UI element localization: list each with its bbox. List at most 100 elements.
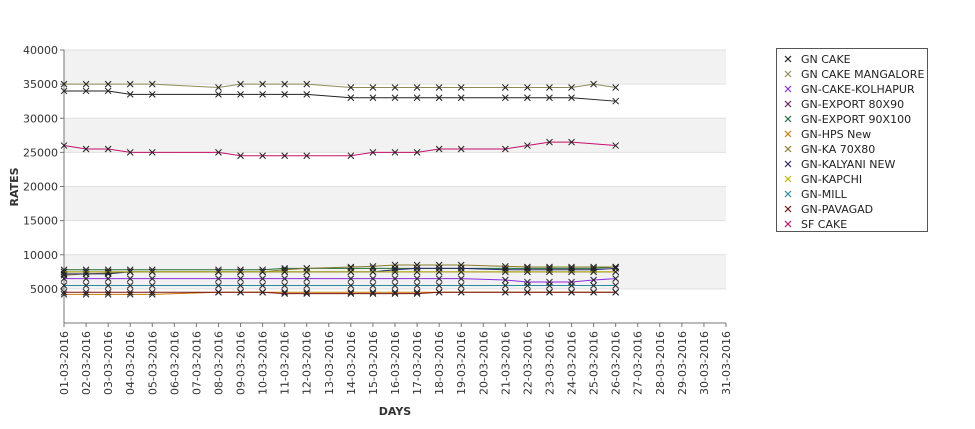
- legend-item: GN CAKE MANGALORE: [777, 67, 927, 82]
- data-point: [457, 84, 465, 91]
- y-tick-label: 20000: [23, 181, 58, 194]
- legend-marker-icon: [784, 160, 792, 168]
- data-point: [524, 263, 531, 271]
- x-axis-label: DAYS: [379, 405, 412, 418]
- data-point: [215, 91, 222, 98]
- data-point: [347, 288, 355, 296]
- data-point: [347, 152, 355, 160]
- data-point: [391, 94, 399, 102]
- data-point: [413, 290, 421, 298]
- data-point: [457, 145, 465, 153]
- y-tick-label: 25000: [23, 146, 58, 159]
- x-tick-label: 05-03-2016: [146, 331, 159, 395]
- data-point: [435, 288, 443, 296]
- data-point: [237, 275, 244, 282]
- data-point: [568, 94, 575, 102]
- legend-item: GN-PAVAGAD: [777, 202, 927, 217]
- data-point: [237, 152, 244, 160]
- data-point: [303, 268, 311, 276]
- x-tick-label: 29-03-2016: [676, 331, 689, 395]
- data-point: [391, 261, 399, 269]
- x-tick-label: 12-03-2016: [301, 331, 314, 395]
- legend-item: GN-KA 70X80: [777, 142, 927, 157]
- data-point: [524, 94, 531, 102]
- data-point: [237, 288, 244, 296]
- series: [60, 282, 620, 289]
- x-tick-label: 01-03-2016: [58, 331, 71, 395]
- x-tick-label: 20-03-2016: [477, 331, 490, 395]
- legend-label: GN CAKE: [801, 53, 851, 66]
- y-tick-label: 40000: [23, 44, 58, 57]
- x-tick-label: 16-03-2016: [389, 331, 402, 395]
- data-point: [259, 91, 266, 98]
- data-point: [524, 282, 531, 289]
- legend-marker-icon: [784, 70, 792, 78]
- data-point: [215, 288, 222, 296]
- data-point: [391, 288, 399, 296]
- data-point: [391, 149, 399, 156]
- x-tick-label: 18-03-2016: [433, 331, 446, 395]
- data-point: [148, 288, 156, 296]
- data-point: [82, 288, 90, 296]
- plot-background: [64, 50, 726, 323]
- data-point: [215, 84, 222, 91]
- data-point: [590, 282, 597, 289]
- y-axis-ticks: 5000 10000 15000 20000 25000 30000 35000 40000: [23, 44, 64, 296]
- data-point: [60, 282, 68, 289]
- data-point: [369, 84, 377, 91]
- series: [60, 275, 620, 286]
- x-axis-ticks: 01-03-2016 02-03-2016 03-03-2016 04-03-2016…: [58, 323, 733, 395]
- data-point: [413, 275, 421, 282]
- y-tick-label: 15000: [23, 215, 58, 228]
- data-point: [413, 282, 421, 289]
- data-point: [82, 282, 90, 289]
- data-point: [60, 268, 68, 276]
- data-point: [501, 276, 509, 284]
- data-point: [457, 275, 465, 282]
- data-point: [104, 145, 112, 153]
- legend-label: GN-CAKE-KOLHAPUR: [801, 83, 915, 96]
- data-point: [391, 84, 399, 91]
- legend-marker-icon: [784, 55, 792, 63]
- legend-item: GN-KAPCHI: [777, 172, 927, 187]
- x-tick-label: 22-03-2016: [521, 331, 534, 395]
- x-tick-label: 24-03-2016: [566, 331, 579, 395]
- data-point: [457, 268, 465, 276]
- data-point: [126, 268, 134, 276]
- data-point: [281, 288, 289, 296]
- y-tick-label: 30000: [23, 112, 58, 125]
- data-point: [501, 94, 509, 102]
- series: [60, 87, 620, 105]
- data-point: [104, 80, 112, 88]
- data-point: [590, 288, 597, 296]
- legend-marker-icon: [784, 190, 792, 198]
- x-tick-label: 13-03-2016: [323, 331, 336, 395]
- x-tick-label: 03-03-2016: [102, 331, 115, 395]
- data-point: [303, 152, 311, 160]
- data-point: [369, 268, 377, 276]
- data-point: [281, 290, 289, 298]
- legend-label: GN-HPS New: [801, 128, 872, 141]
- data-point: [303, 275, 311, 282]
- data-point: [237, 268, 244, 276]
- series-line: [64, 83, 616, 89]
- y-tick-label: 35000: [23, 78, 58, 91]
- data-point: [457, 288, 465, 296]
- data-point: [435, 84, 443, 91]
- data-point: [369, 282, 377, 289]
- data-point: [104, 282, 112, 289]
- series-line: [64, 278, 616, 283]
- data-point: [215, 268, 222, 276]
- data-point: [303, 290, 311, 298]
- data-point: [568, 268, 575, 276]
- x-tick-label: 21-03-2016: [499, 331, 512, 395]
- data-point: [82, 145, 90, 153]
- x-tick-label: 11-03-2016: [279, 331, 292, 395]
- data-point: [281, 80, 289, 88]
- data-point: [612, 142, 620, 149]
- series: [60, 138, 620, 160]
- data-point: [126, 80, 134, 88]
- series: [60, 288, 620, 298]
- x-tick-label: 30-03-2016: [698, 331, 711, 395]
